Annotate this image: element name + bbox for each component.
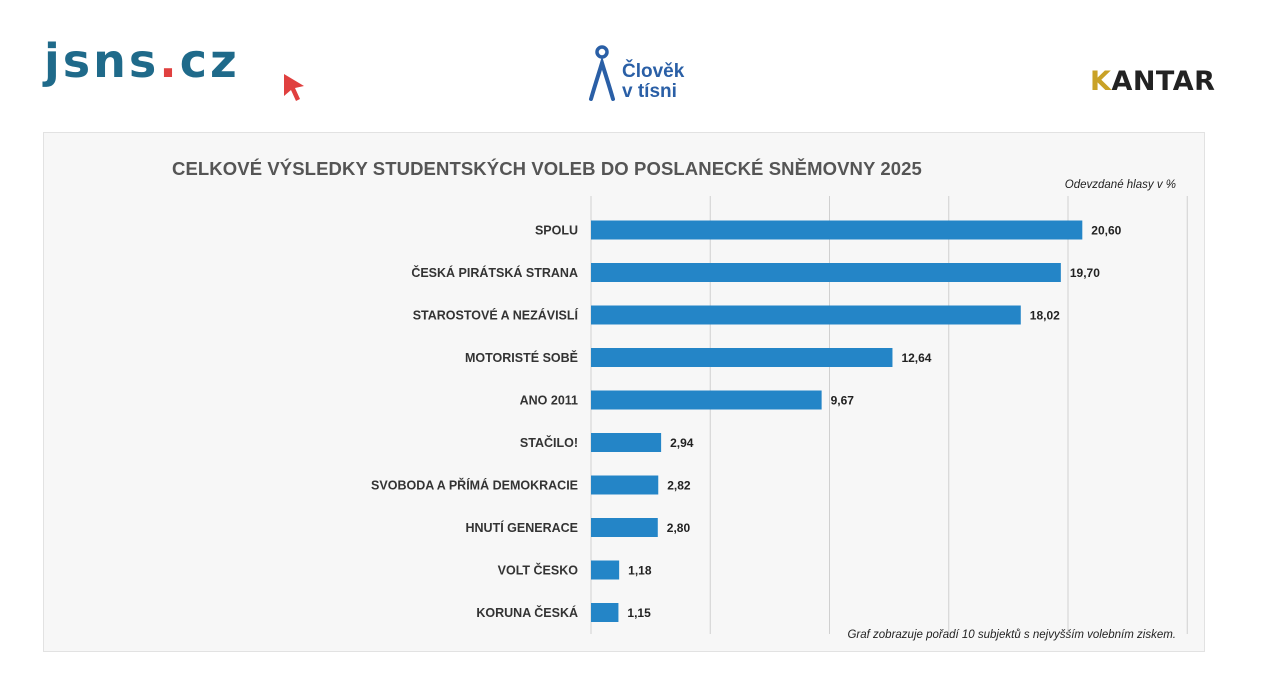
value-label: 9,67: [831, 394, 855, 408]
bar: [591, 603, 619, 622]
bar: [591, 348, 893, 367]
category-label: STAROSTOVÉ A NEZÁVISLÍ: [413, 308, 579, 323]
category-label: HNUTÍ GENERACE: [465, 520, 578, 535]
category-label: MOTORISTÉ SOBĚ: [465, 350, 578, 365]
unit-label: Odevzdané hlasy v %: [1064, 179, 1176, 191]
value-label: 1,15: [627, 606, 651, 620]
category-label: SPOLU: [535, 224, 578, 238]
bar: [591, 560, 620, 580]
value-label: 12,64: [901, 351, 931, 365]
chart-title: CELKOVÉ VÝSLEDKY STUDENTSKÝCH VOLEB DO P…: [172, 158, 922, 179]
category-label: KORUNA ČESKÁ: [476, 605, 578, 620]
value-label: 18,02: [1030, 309, 1060, 323]
bar: [591, 475, 659, 495]
value-label: 1,18: [628, 564, 652, 578]
jsns-logo: jsns.cz: [44, 34, 240, 88]
value-label: 2,94: [670, 436, 694, 450]
clovek-v-tisni-logo-icon: [589, 45, 615, 101]
category-label: STAČILO!: [520, 435, 578, 450]
kantar-logo: KANTAR: [1090, 66, 1216, 97]
cursor-arrow-icon: [284, 74, 304, 101]
category-label: ČESKÁ PIRÁTSKÁ STRANA: [411, 265, 578, 280]
bar: [591, 220, 1083, 240]
chart-footnote: Graf zobrazuje pořadí 10 subjektů s nejv…: [847, 629, 1176, 641]
bar: [591, 263, 1061, 282]
bar: [591, 518, 658, 537]
value-label: 20,60: [1091, 224, 1121, 238]
value-label: 2,80: [667, 521, 691, 535]
category-label: SVOBODA A PŘÍMÁ DEMOKRACIE: [371, 478, 578, 493]
value-label: 2,82: [667, 479, 691, 493]
category-label: ANO 2011: [520, 394, 578, 408]
bar: [591, 390, 822, 410]
category-label: VOLT ČESKO: [498, 563, 579, 578]
bar: [591, 433, 662, 452]
value-label: 19,70: [1070, 266, 1100, 280]
clovek-v-tisni-logo-text: Člověk v tísni: [622, 61, 685, 102]
bar: [591, 305, 1021, 325]
